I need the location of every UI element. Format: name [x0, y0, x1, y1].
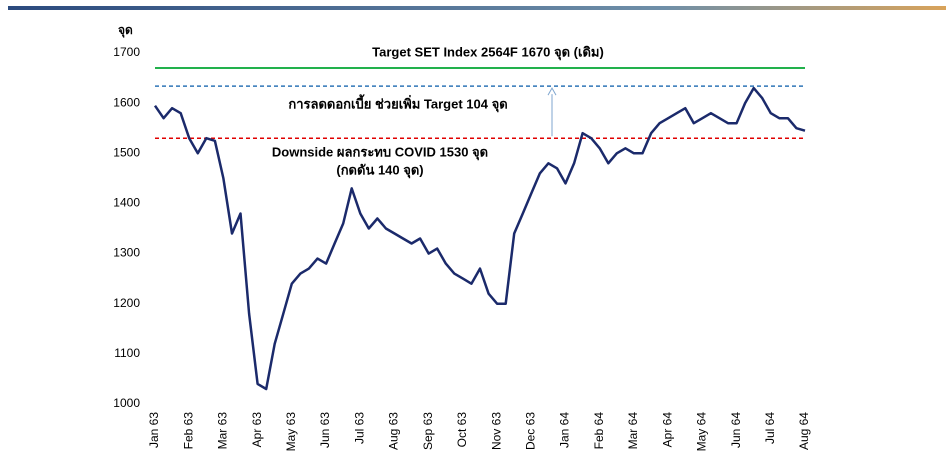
y-tick-label: 1700	[113, 45, 140, 59]
series-line	[153, 86, 806, 391]
x-tick-label: Jan 63	[147, 412, 161, 448]
x-tick-label: May 64	[695, 412, 709, 452]
y-tick-label: 1400	[113, 196, 140, 210]
x-tick-label: Aug 64	[797, 412, 811, 450]
x-tick-label: Jul 64	[763, 412, 777, 444]
x-tick-label: Jun 64	[729, 412, 743, 448]
annotation: Downside ผลกระทบ COVID 1530 จุด	[272, 144, 488, 160]
x-tick-label: Apr 64	[660, 412, 674, 448]
top-bar	[8, 6, 946, 10]
x-tick-label: Sep 63	[421, 412, 435, 450]
y-tick-label: 1300	[113, 246, 140, 260]
x-tick-label: Mar 63	[216, 412, 230, 450]
x-tick-label: Feb 63	[181, 412, 195, 450]
x-tick-label: Jul 63	[352, 412, 366, 444]
y-axis-label: จุด	[118, 23, 133, 38]
x-tick-label: Apr 63	[250, 412, 264, 448]
x-tick-label: Jan 64	[558, 412, 572, 448]
y-tick-label: 1100	[114, 346, 140, 360]
x-tick-label: Aug 63	[387, 412, 401, 450]
x-tick-label: Jun 63	[318, 412, 332, 448]
y-tick-label: 1200	[113, 296, 140, 310]
x-tick-label: Dec 63	[523, 412, 537, 450]
annotation: (กดดัน 140 จุด)	[336, 162, 423, 178]
annotation: การลดดอกเบี้ย ช่วยเพิ่ม Target 104 จุด	[288, 93, 507, 112]
y-tick-label: 1000	[113, 396, 140, 410]
x-tick-label: Feb 64	[592, 412, 606, 450]
arrow-head	[547, 87, 557, 96]
annotation: Target SET Index 2564F 1670 จุด (เดิม)	[372, 44, 604, 60]
y-tick-label: 1600	[113, 95, 140, 109]
x-tick-label: May 63	[284, 412, 298, 452]
x-tick-label: Mar 64	[626, 412, 640, 450]
y-tick-label: 1500	[113, 145, 140, 159]
x-tick-label: Nov 63	[489, 412, 503, 450]
x-tick-label: Oct 63	[455, 412, 469, 448]
